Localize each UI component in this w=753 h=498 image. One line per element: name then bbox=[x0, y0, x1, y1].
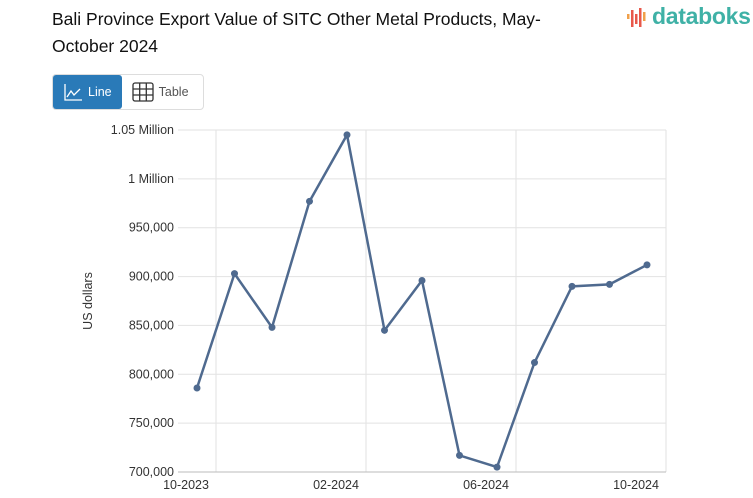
data-point bbox=[531, 359, 538, 367]
y-tick-label: 850,000 bbox=[129, 318, 174, 332]
table-view-button[interactable]: Table bbox=[122, 75, 199, 109]
view-toggle: Line Table bbox=[52, 74, 204, 110]
data-point bbox=[343, 131, 351, 139]
table-view-label: Table bbox=[158, 85, 189, 99]
data-point bbox=[606, 280, 613, 288]
chart-title: Bali Province Export Value of SITC Other… bbox=[52, 9, 541, 56]
y-tick-label: 900,000 bbox=[129, 270, 174, 284]
line-view-label: Line bbox=[88, 85, 112, 99]
y-axis-label: US dollars bbox=[81, 272, 95, 330]
data-point bbox=[268, 323, 276, 331]
logo-text: databoks bbox=[652, 3, 751, 29]
data-point bbox=[193, 384, 201, 392]
series-line bbox=[195, 131, 648, 469]
x-tick-label: 06-2024 bbox=[463, 478, 509, 492]
logo-bars-icon bbox=[627, 7, 646, 27]
data-point bbox=[231, 270, 238, 278]
data-point bbox=[493, 463, 501, 471]
data-point bbox=[306, 197, 313, 205]
databoks-logo: databoks bbox=[626, 3, 751, 30]
x-tick-label: 10-2024 bbox=[613, 478, 659, 492]
y-tick-label: 950,000 bbox=[129, 221, 174, 235]
data-point bbox=[643, 261, 651, 269]
data-point bbox=[456, 451, 463, 459]
x-tick-label: 02-2024 bbox=[313, 478, 359, 492]
x-tick-label: 10-2023 bbox=[163, 478, 209, 492]
data-point bbox=[381, 326, 388, 334]
line-view-button[interactable]: Line bbox=[53, 75, 122, 109]
line-chart-icon bbox=[64, 84, 82, 101]
table-grid-icon bbox=[131, 82, 154, 102]
y-tick-label: 750,000 bbox=[129, 416, 174, 430]
y-tick-label: 800,000 bbox=[129, 367, 174, 381]
y-tick-label: 700,000 bbox=[129, 465, 174, 479]
y-tick-label: 1.05 Million bbox=[111, 123, 174, 137]
data-point bbox=[418, 276, 426, 284]
y-tick-label: 1 Million bbox=[128, 172, 174, 186]
data-point bbox=[568, 282, 576, 290]
